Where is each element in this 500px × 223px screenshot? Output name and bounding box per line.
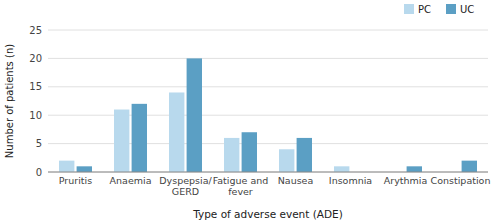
grid-line xyxy=(48,58,488,59)
grid-line xyxy=(48,172,488,173)
x-tick-label: Arythmia xyxy=(384,175,428,186)
bar xyxy=(334,166,349,172)
bar xyxy=(407,166,422,172)
x-axis-line xyxy=(48,172,488,173)
bar xyxy=(297,138,312,172)
y-tick-label: 0 xyxy=(36,167,42,178)
x-tick-label: Insomnia xyxy=(329,175,372,186)
x-tick-label: Dyspepsia/GERD xyxy=(159,175,212,197)
y-tick-label: 20 xyxy=(29,53,42,64)
x-tick-label: Constipation xyxy=(431,175,491,186)
grid xyxy=(48,30,488,172)
grid-line xyxy=(48,86,488,87)
bar xyxy=(59,161,74,172)
legend: PC UC xyxy=(404,4,474,15)
bar xyxy=(77,166,92,172)
legend-swatch xyxy=(446,4,456,14)
bar xyxy=(169,92,184,172)
bar xyxy=(187,58,202,172)
chart: 0 5 10 15 20 25 Pruritis Anaemia Dyspepsia/GERDF… xyxy=(0,0,500,223)
legend-swatch xyxy=(404,4,414,14)
bar xyxy=(279,149,294,172)
x-tick-label: Anaemia xyxy=(110,175,152,186)
grid-line xyxy=(48,30,488,31)
y-axis-label: Number of patients (n) xyxy=(4,44,15,158)
legend-label: UC xyxy=(460,4,474,15)
legend-label: PC xyxy=(418,4,431,15)
y-tick-label: 25 xyxy=(29,25,42,36)
x-tick-label: Fatigue andfever xyxy=(213,175,269,197)
bar xyxy=(224,138,239,172)
x-tick-label: Nausea xyxy=(278,175,314,186)
y-tick-label: 10 xyxy=(29,110,42,121)
bar xyxy=(132,104,147,172)
bar xyxy=(242,132,257,172)
bar xyxy=(462,161,477,172)
y-tick-label: 5 xyxy=(36,138,42,149)
x-axis-label: Type of adverse event (ADE) xyxy=(192,208,343,220)
x-tick-label: Pruritis xyxy=(59,175,92,186)
bar xyxy=(114,110,129,172)
bars xyxy=(59,58,477,172)
y-tick-label: 15 xyxy=(29,81,42,92)
